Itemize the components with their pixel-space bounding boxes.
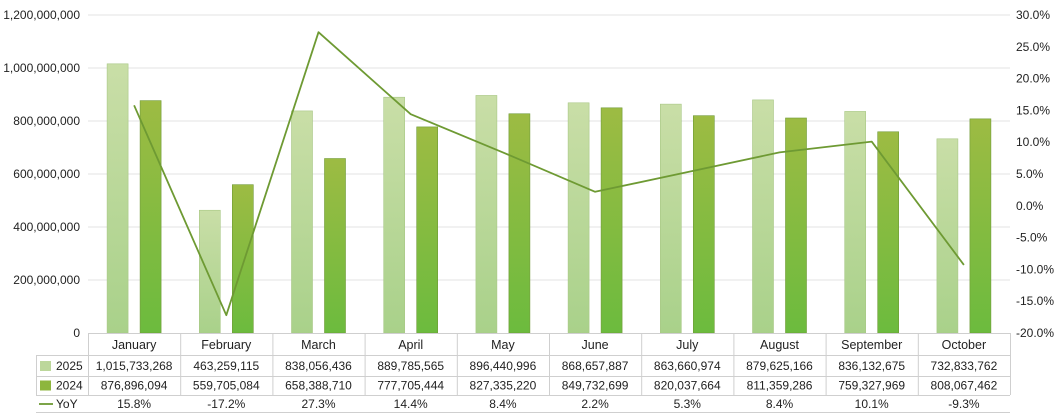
left-y-axis: 0 200,000,000 400,000,000 600,000,000 800,00…	[3, 8, 80, 340]
bar-2025-october	[936, 138, 959, 334]
bar-2024-march	[324, 158, 346, 334]
table-cell: 777,705,444	[377, 379, 444, 393]
table-cell: 8.4%	[766, 397, 794, 411]
legend-label: 2024	[56, 379, 83, 393]
right-tick-label: -5.0%	[1016, 231, 1048, 245]
category-label: September	[841, 338, 902, 352]
right-tick-label: 0.0%	[1016, 199, 1044, 213]
table-cell: 889,785,565	[377, 359, 444, 373]
table-cell: 849,732,699	[562, 379, 629, 393]
left-tick-label: 800,000,000	[13, 114, 80, 128]
right-tick-label: -10.0%	[1016, 262, 1054, 276]
right-tick-label: 5.0%	[1016, 167, 1044, 181]
left-tick-label: 200,000,000	[13, 273, 80, 287]
table-cell: 559,705,084	[193, 379, 260, 393]
table-cell: 8.4%	[489, 397, 517, 411]
left-tick-label: 1,000,000,000	[3, 61, 80, 75]
right-tick-label: 10.0%	[1016, 135, 1050, 149]
bar-2024-october	[969, 118, 992, 334]
category-label: January	[112, 338, 157, 352]
category-label: October	[942, 338, 986, 352]
right-tick-label: 20.0%	[1016, 72, 1050, 86]
table-cell: -17.2%	[207, 397, 245, 411]
table-cell: 1,015,733,268	[96, 359, 173, 373]
category-label: April	[398, 338, 423, 352]
left-tick-label: 1,200,000,000	[3, 8, 80, 22]
table-cell: 2.2%	[581, 397, 609, 411]
table-cell: 863,660,974	[654, 359, 721, 373]
bar-2025-march	[291, 110, 313, 334]
bar-2025-may	[475, 95, 498, 334]
yoy-series-line	[133, 31, 965, 317]
table-cell: 15.8%	[117, 397, 151, 411]
table-cell: 879,625,166	[746, 359, 813, 373]
left-tick-label: 600,000,000	[13, 167, 80, 181]
table-cell: 658,388,710	[285, 379, 352, 393]
bar-2024-september	[877, 131, 900, 334]
table-cell: 27.3%	[301, 397, 335, 411]
category-label: March	[301, 338, 336, 352]
table-cell: -9.3%	[948, 397, 980, 411]
table-cell: 811,359,286	[747, 379, 813, 393]
legend-swatch-2025	[40, 361, 51, 371]
bar-2025-january	[106, 63, 129, 334]
right-tick-label: 25.0%	[1016, 40, 1050, 54]
table-cell: 838,056,436	[285, 359, 352, 373]
yoy-line	[133, 31, 965, 317]
left-tick-label: 400,000,000	[13, 220, 80, 234]
table-cell: 14.4%	[394, 397, 428, 411]
bar-2024-february	[232, 184, 254, 334]
table-cell: 808,067,462	[931, 379, 998, 393]
right-tick-label: 15.0%	[1016, 103, 1050, 117]
bar-2024-january	[139, 100, 162, 334]
right-tick-label: -15.0%	[1016, 294, 1054, 308]
category-label: February	[201, 338, 252, 352]
category-label: June	[582, 338, 609, 352]
table-cell: 868,657,887	[562, 359, 629, 373]
table-cell: 5.3%	[674, 397, 702, 411]
bar-2024-april	[416, 126, 439, 334]
category-label: May	[491, 338, 515, 352]
left-tick-label: 0	[73, 326, 80, 340]
bars	[106, 63, 992, 334]
legend-label: YoY	[56, 397, 78, 411]
table-cell: 759,327,969	[838, 379, 905, 393]
bar-2024-may	[508, 113, 531, 334]
table-cell: 820,037,664	[654, 379, 721, 393]
category-label: July	[676, 338, 699, 352]
category-label: August	[760, 338, 799, 352]
bar-2025-july	[659, 103, 682, 334]
bar-2025-february	[199, 209, 221, 334]
bar-2025-august	[752, 99, 774, 334]
table-cell: 836,132,675	[838, 359, 905, 373]
table-cell: 463,259,115	[193, 359, 259, 373]
legend-label: 2025	[56, 359, 83, 373]
table-cell: 10.1%	[855, 397, 889, 411]
bar-2024-june	[600, 107, 623, 334]
data-table: January February March April May June July Augu…	[36, 333, 1011, 413]
right-tick-label: -20.0%	[1016, 326, 1054, 340]
right-y-axis: -20.0% -15.0% -10.0% -5.0% 0.0% 5.0% 10.0% 15.0…	[1016, 8, 1054, 340]
right-tick-label: 30.0%	[1016, 8, 1050, 22]
legend-swatch-2024	[40, 380, 51, 391]
bar-2024-july	[692, 115, 715, 334]
table-cell: 896,440,996	[470, 359, 537, 373]
table-cell: 827,335,220	[470, 379, 537, 393]
gridlines	[88, 14, 1010, 281]
table-cell: 876,896,094	[101, 379, 168, 393]
bar-2025-april	[383, 96, 406, 334]
table-cell: 732,833,762	[931, 359, 998, 373]
bar-2025-june	[567, 102, 590, 334]
